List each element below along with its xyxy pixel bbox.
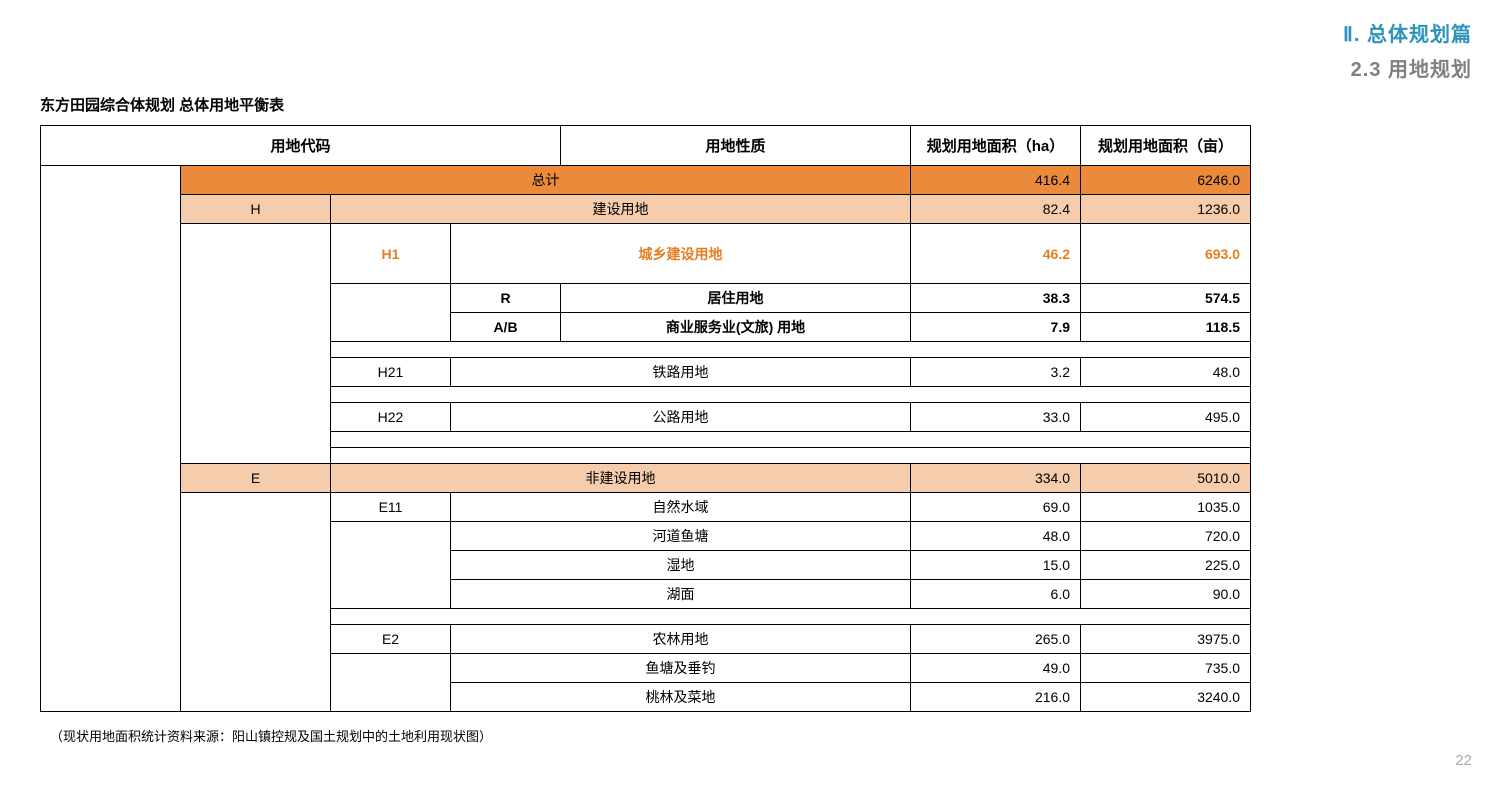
cell-e11-label: 自然水域 — [451, 493, 911, 522]
e-left-gutter — [181, 493, 331, 712]
cell-e11a-label: 河道鱼塘 — [451, 522, 911, 551]
cell-h22-label: 公路用地 — [451, 403, 911, 432]
cell-e2-label: 农林用地 — [451, 625, 911, 654]
spacer — [331, 448, 1251, 464]
cell-e11-code: E11 — [331, 493, 451, 522]
h-left-gutter — [181, 224, 331, 464]
cell-total-mu: 6246.0 — [1081, 166, 1251, 195]
cell-ab-mu: 118.5 — [1081, 313, 1251, 342]
cell-h21-label: 铁路用地 — [451, 358, 911, 387]
h1-left-gutter — [331, 284, 451, 342]
table-header-row: 用地代码 用地性质 规划用地面积（ha） 规划用地面积（亩） — [41, 126, 1251, 166]
chapter-title: Ⅱ. 总体规划篇 — [1343, 18, 1472, 47]
e11-left-gutter — [331, 522, 451, 609]
cell-h22-ha: 33.0 — [911, 403, 1081, 432]
cell-h-ha: 82.4 — [911, 195, 1081, 224]
row-h: H 建设用地 82.4 1236.0 — [41, 195, 1251, 224]
cell-ab-code: A/B — [451, 313, 561, 342]
cell-e2a-mu: 735.0 — [1081, 654, 1251, 683]
cell-e11b-mu: 225.0 — [1081, 551, 1251, 580]
row-h1: H1 城乡建设用地 46.2 693.0 — [41, 224, 1251, 284]
cell-e11-ha: 69.0 — [911, 493, 1081, 522]
cell-r-label: 居住用地 — [561, 284, 911, 313]
cell-r-ha: 38.3 — [911, 284, 1081, 313]
spacer — [331, 609, 1251, 625]
left-gutter — [41, 166, 181, 712]
section-title: 2.3 用地规划 — [1343, 53, 1472, 82]
cell-h-label: 建设用地 — [331, 195, 911, 224]
cell-r-mu: 574.5 — [1081, 284, 1251, 313]
footnote: （现状用地面积统计资料来源：阳山镇控规及国土规划中的土地利用现状图） — [50, 726, 1472, 745]
col-header-code: 用地代码 — [41, 126, 561, 166]
cell-ab-label: 商业服务业(文旅) 用地 — [561, 313, 911, 342]
col-header-nature: 用地性质 — [561, 126, 911, 166]
cell-h1-label: 城乡建设用地 — [451, 224, 911, 284]
cell-e2-mu: 3975.0 — [1081, 625, 1251, 654]
header-block: Ⅱ. 总体规划篇 2.3 用地规划 — [1343, 18, 1472, 82]
cell-e2b-mu: 3240.0 — [1081, 683, 1251, 712]
cell-h-mu: 1236.0 — [1081, 195, 1251, 224]
cell-e11b-ha: 15.0 — [911, 551, 1081, 580]
spacer — [331, 342, 1251, 358]
spacer — [331, 432, 1251, 448]
cell-h22-mu: 495.0 — [1081, 403, 1251, 432]
cell-h1-mu: 693.0 — [1081, 224, 1251, 284]
cell-e2-ha: 265.0 — [911, 625, 1081, 654]
cell-h1-code: H1 — [331, 224, 451, 284]
page-number: 22 — [1455, 752, 1472, 769]
cell-ab-ha: 7.9 — [911, 313, 1081, 342]
col-header-area-mu: 规划用地面积（亩） — [1081, 126, 1251, 166]
cell-e-label: 非建设用地 — [331, 464, 911, 493]
row-e: E 非建设用地 334.0 5010.0 — [41, 464, 1251, 493]
spacer — [331, 387, 1251, 403]
row-e11: E11 自然水域 69.0 1035.0 — [41, 493, 1251, 522]
cell-e11c-ha: 6.0 — [911, 580, 1081, 609]
row-total: 总计 416.4 6246.0 — [41, 166, 1251, 195]
cell-h21-mu: 48.0 — [1081, 358, 1251, 387]
cell-e11-mu: 1035.0 — [1081, 493, 1251, 522]
cell-e2a-ha: 49.0 — [911, 654, 1081, 683]
table-caption: 东方田园综合体规划 总体用地平衡表 — [40, 94, 1472, 115]
cell-total-ha: 416.4 — [911, 166, 1081, 195]
cell-r-code: R — [451, 284, 561, 313]
cell-e11c-label: 湖面 — [451, 580, 911, 609]
cell-h-code: H — [181, 195, 331, 224]
e2-left-gutter — [331, 654, 451, 712]
cell-e2b-label: 桃林及菜地 — [451, 683, 911, 712]
cell-e11a-mu: 720.0 — [1081, 522, 1251, 551]
cell-e11b-label: 湿地 — [451, 551, 911, 580]
cell-e2b-ha: 216.0 — [911, 683, 1081, 712]
cell-h21-ha: 3.2 — [911, 358, 1081, 387]
land-use-balance-table: 用地代码 用地性质 规划用地面积（ha） 规划用地面积（亩） 总计 416.4 … — [40, 125, 1251, 712]
cell-h21-code: H21 — [331, 358, 451, 387]
cell-e-mu: 5010.0 — [1081, 464, 1251, 493]
col-header-area-ha: 规划用地面积（ha） — [911, 126, 1081, 166]
cell-h1-ha: 46.2 — [911, 224, 1081, 284]
cell-e2a-label: 鱼塘及垂钓 — [451, 654, 911, 683]
cell-total-label: 总计 — [181, 166, 911, 195]
cell-h22-code: H22 — [331, 403, 451, 432]
cell-e11c-mu: 90.0 — [1081, 580, 1251, 609]
cell-e-ha: 334.0 — [911, 464, 1081, 493]
cell-e-code: E — [181, 464, 331, 493]
cell-e2-code: E2 — [331, 625, 451, 654]
cell-e11a-ha: 48.0 — [911, 522, 1081, 551]
